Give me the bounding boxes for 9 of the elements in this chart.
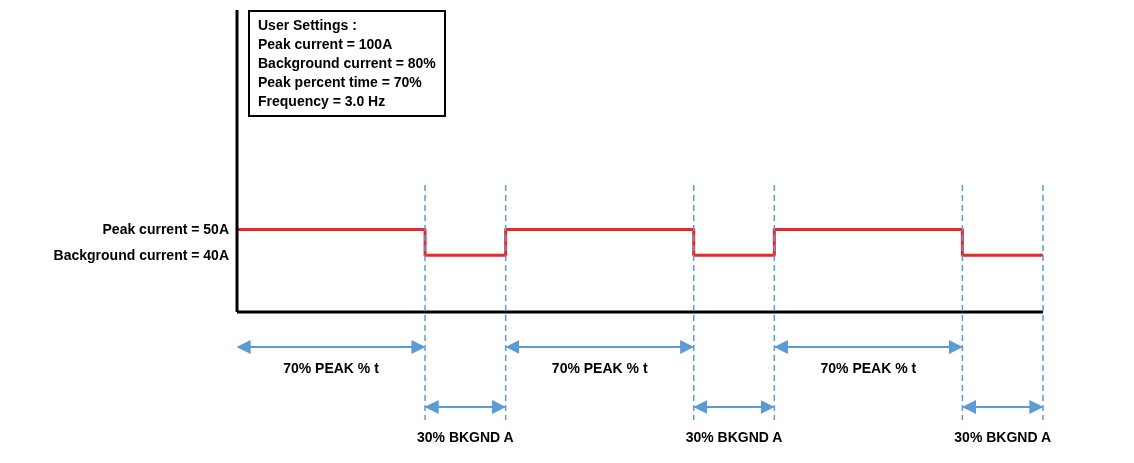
text: 70% PEAK % t xyxy=(551,360,648,376)
text: 70% PEAK % t xyxy=(283,360,380,376)
text: 70% PEAK % t xyxy=(820,360,917,376)
text: 30% BKGND A xyxy=(954,429,1052,445)
text: 30% BKGND A xyxy=(417,429,514,445)
annotation: User Settings : Peak current = 100A Background current = 80% Peak percent time = 70% Frequency = 3.0 Hz xyxy=(248,10,446,117)
y-tick-label: Peak current = 50A xyxy=(102,221,229,238)
y-tick-label: Background current = 40A xyxy=(53,247,229,264)
text: 30% BKGND A xyxy=(685,429,783,445)
